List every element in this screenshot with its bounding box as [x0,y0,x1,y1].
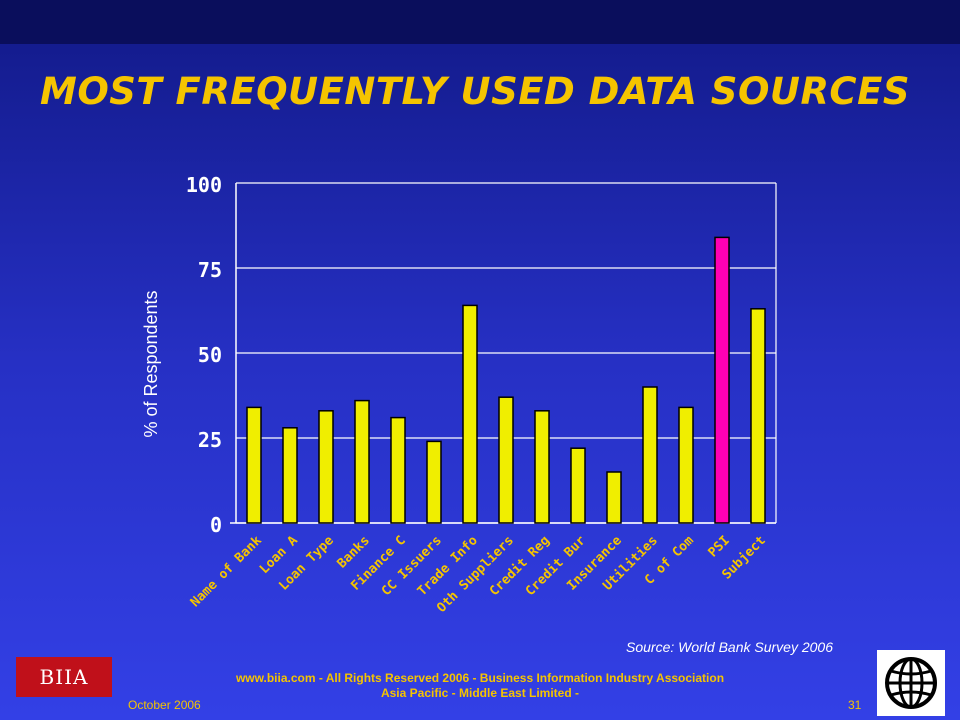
y-tick-labels: 0 25 50 75 100 [186,173,222,537]
bar-loan-type [318,410,334,524]
y-tick-label: 50 [198,343,222,367]
bar-insurance [606,471,622,524]
page-number: 31 [848,698,862,712]
source-note: Source: World Bank Survey 2006 [626,639,833,655]
footer-date: October 2006 [128,698,201,712]
world-bank-globe-icon [877,650,945,716]
bar-loan-a [282,427,298,524]
bar-subject [750,308,766,524]
chart-bars [246,236,766,524]
bar-oth-suppliers [498,396,514,524]
bar-finance-c [390,416,406,524]
x-tick-label: Name of Bank [188,533,265,610]
y-axis-label: % of Respondents [141,290,161,437]
top-band [0,0,960,44]
bar-credit-bur [570,447,586,524]
y-tick-label: 100 [186,173,222,197]
bar-cc-issuers [426,440,442,524]
x-tick-label: PSI [706,533,733,560]
y-tick-label: 25 [198,428,222,452]
biia-logo-text: BIIA [39,665,89,689]
bar-credit-reg [534,410,550,524]
bar-banks [354,399,370,524]
slide-title: MOST FREQUENTLY USED DATA SOURCES [40,70,911,113]
footer-company: Asia Pacific - Middle East Limited - [380,686,580,700]
bar-c-of-com [678,406,694,524]
bar-utilities [642,386,658,524]
footer-copyright: www.biia.com - All Rights Reserved 2006 … [235,671,725,685]
biia-logo: BIIA [16,657,112,697]
bar-trade-info [462,304,478,524]
bar-name-of-bank [246,406,262,524]
bar-psi [714,236,730,524]
y-tick-label: 75 [198,258,222,282]
y-tick-label: 0 [210,513,222,537]
